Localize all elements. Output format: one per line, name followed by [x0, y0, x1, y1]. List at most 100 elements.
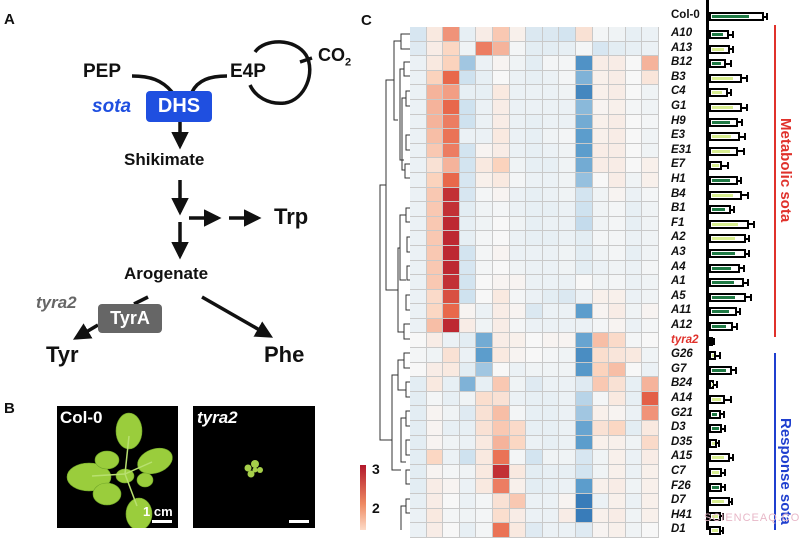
- error-bar: [714, 383, 717, 386]
- heatmap-cell: [625, 318, 643, 334]
- heatmap-cell: [509, 245, 527, 261]
- group-line-metabolic: [774, 25, 776, 337]
- heatmap-cell: [625, 231, 643, 246]
- heatmap-row: [410, 318, 659, 334]
- error-bar: [732, 369, 735, 372]
- heatmap-cell: [609, 216, 626, 232]
- heatmap-cell: [575, 362, 593, 378]
- heatmap-cell: [443, 406, 460, 422]
- row-label: H41: [671, 508, 693, 521]
- heatmap-cell: [642, 494, 659, 509]
- heatmap-row: [410, 450, 659, 465]
- heatmap-cell: [426, 187, 444, 203]
- heatmap-cell: [492, 391, 510, 407]
- heatmap-cell: [592, 464, 610, 480]
- heatmap-cell: [625, 406, 643, 422]
- heatmap-cell: [443, 245, 460, 261]
- heatmap-cell: [509, 435, 527, 451]
- heatmap-cell: [526, 158, 543, 173]
- bar: [709, 103, 742, 112]
- heatmap-cell: [443, 56, 460, 71]
- heatmap-cell: [526, 114, 543, 130]
- heatmap-cell: [509, 216, 527, 232]
- heatmap-cell: [410, 27, 427, 42]
- heatmap-cell: [443, 99, 460, 115]
- bar: [709, 482, 723, 492]
- heatmap-cell: [459, 435, 477, 451]
- heatmap-cell: [410, 158, 427, 173]
- heatmap-cell: [426, 508, 444, 524]
- heatmap-cell: [542, 231, 560, 246]
- heatmap-cell: [459, 391, 477, 407]
- error-bar: [717, 442, 718, 445]
- heatmap-cell: [526, 494, 543, 509]
- heatmap-cell: [642, 304, 659, 319]
- heatmap-cell: [625, 391, 643, 407]
- error-bar-cap: [729, 396, 732, 403]
- heatmap-cell: [426, 333, 444, 349]
- heatmap-cell: [509, 508, 527, 524]
- molecule-tyr: Tyr: [46, 342, 79, 367]
- row-label: A4: [671, 260, 686, 273]
- heatmap-cell: [526, 508, 543, 524]
- heatmap-cell: [575, 99, 593, 115]
- heatmap-cell: [609, 348, 626, 363]
- heatmap-cell: [526, 129, 543, 144]
- heatmap-cell: [410, 187, 427, 203]
- heatmap-cell: [559, 245, 576, 261]
- heatmap-cell: [492, 508, 510, 524]
- error-bar: [745, 237, 749, 240]
- heatmap-cell: [476, 172, 493, 188]
- heatmap-cell: [609, 260, 626, 276]
- heatmap-row: [410, 216, 659, 232]
- error-bar-cap: [748, 235, 751, 243]
- heatmap-cell: [542, 421, 560, 436]
- heatmap-cell: [492, 435, 510, 451]
- heatmap-cell: [443, 377, 460, 392]
- heatmap-cell: [509, 41, 527, 57]
- heatmap-row: [410, 158, 659, 173]
- bar: [709, 161, 723, 171]
- heatmap-cell: [459, 348, 477, 363]
- heatmap-cell: [426, 245, 444, 261]
- error-bar-cap: [766, 13, 769, 20]
- heatmap-cell: [410, 245, 427, 261]
- heatmap-cell: [443, 143, 460, 159]
- heatmap-cell: [476, 318, 493, 334]
- heatmap-cell: [592, 70, 610, 86]
- bar: [709, 176, 739, 185]
- heatmap-cell: [542, 289, 560, 305]
- heatmap-cell: [575, 421, 593, 436]
- heatmap-cell: [609, 362, 626, 378]
- heatmap-cell: [426, 70, 444, 86]
- error-bar-cap: [748, 250, 751, 257]
- heatmap-cell: [625, 172, 643, 188]
- heatmap-cell: [459, 187, 477, 203]
- row-label: A14: [671, 392, 693, 404]
- bar: [709, 526, 722, 536]
- heatmap-cell: [625, 99, 643, 115]
- row-label: A13: [671, 41, 693, 54]
- heatmap-cell: [575, 494, 593, 509]
- error-bar-cap: [726, 162, 729, 170]
- heatmap-cell: [575, 275, 593, 290]
- heatmap-cell: [492, 202, 510, 217]
- heatmap-cell: [526, 479, 543, 494]
- heatmap-cell: [459, 41, 477, 57]
- heatmap-cell: [625, 362, 643, 378]
- mutant-label-tyra2: tyra2: [36, 293, 77, 312]
- heatmap-cell: [575, 260, 593, 276]
- heatmap-cell: [609, 523, 626, 538]
- heatmap-cell: [625, 333, 643, 349]
- heatmap-cell: [443, 216, 460, 232]
- heatmap-cell: [459, 231, 477, 246]
- heatmap-cell: [476, 56, 493, 71]
- heatmap-cell: [410, 289, 427, 305]
- heatmap-cell: [575, 450, 593, 465]
- heatmap-cell: [443, 129, 460, 144]
- heatmap-cell: [625, 158, 643, 173]
- row-label: H1: [671, 173, 686, 185]
- heatmap-cell: [410, 56, 427, 71]
- row-label: D7: [671, 494, 686, 507]
- heatmap-cell: [592, 114, 610, 130]
